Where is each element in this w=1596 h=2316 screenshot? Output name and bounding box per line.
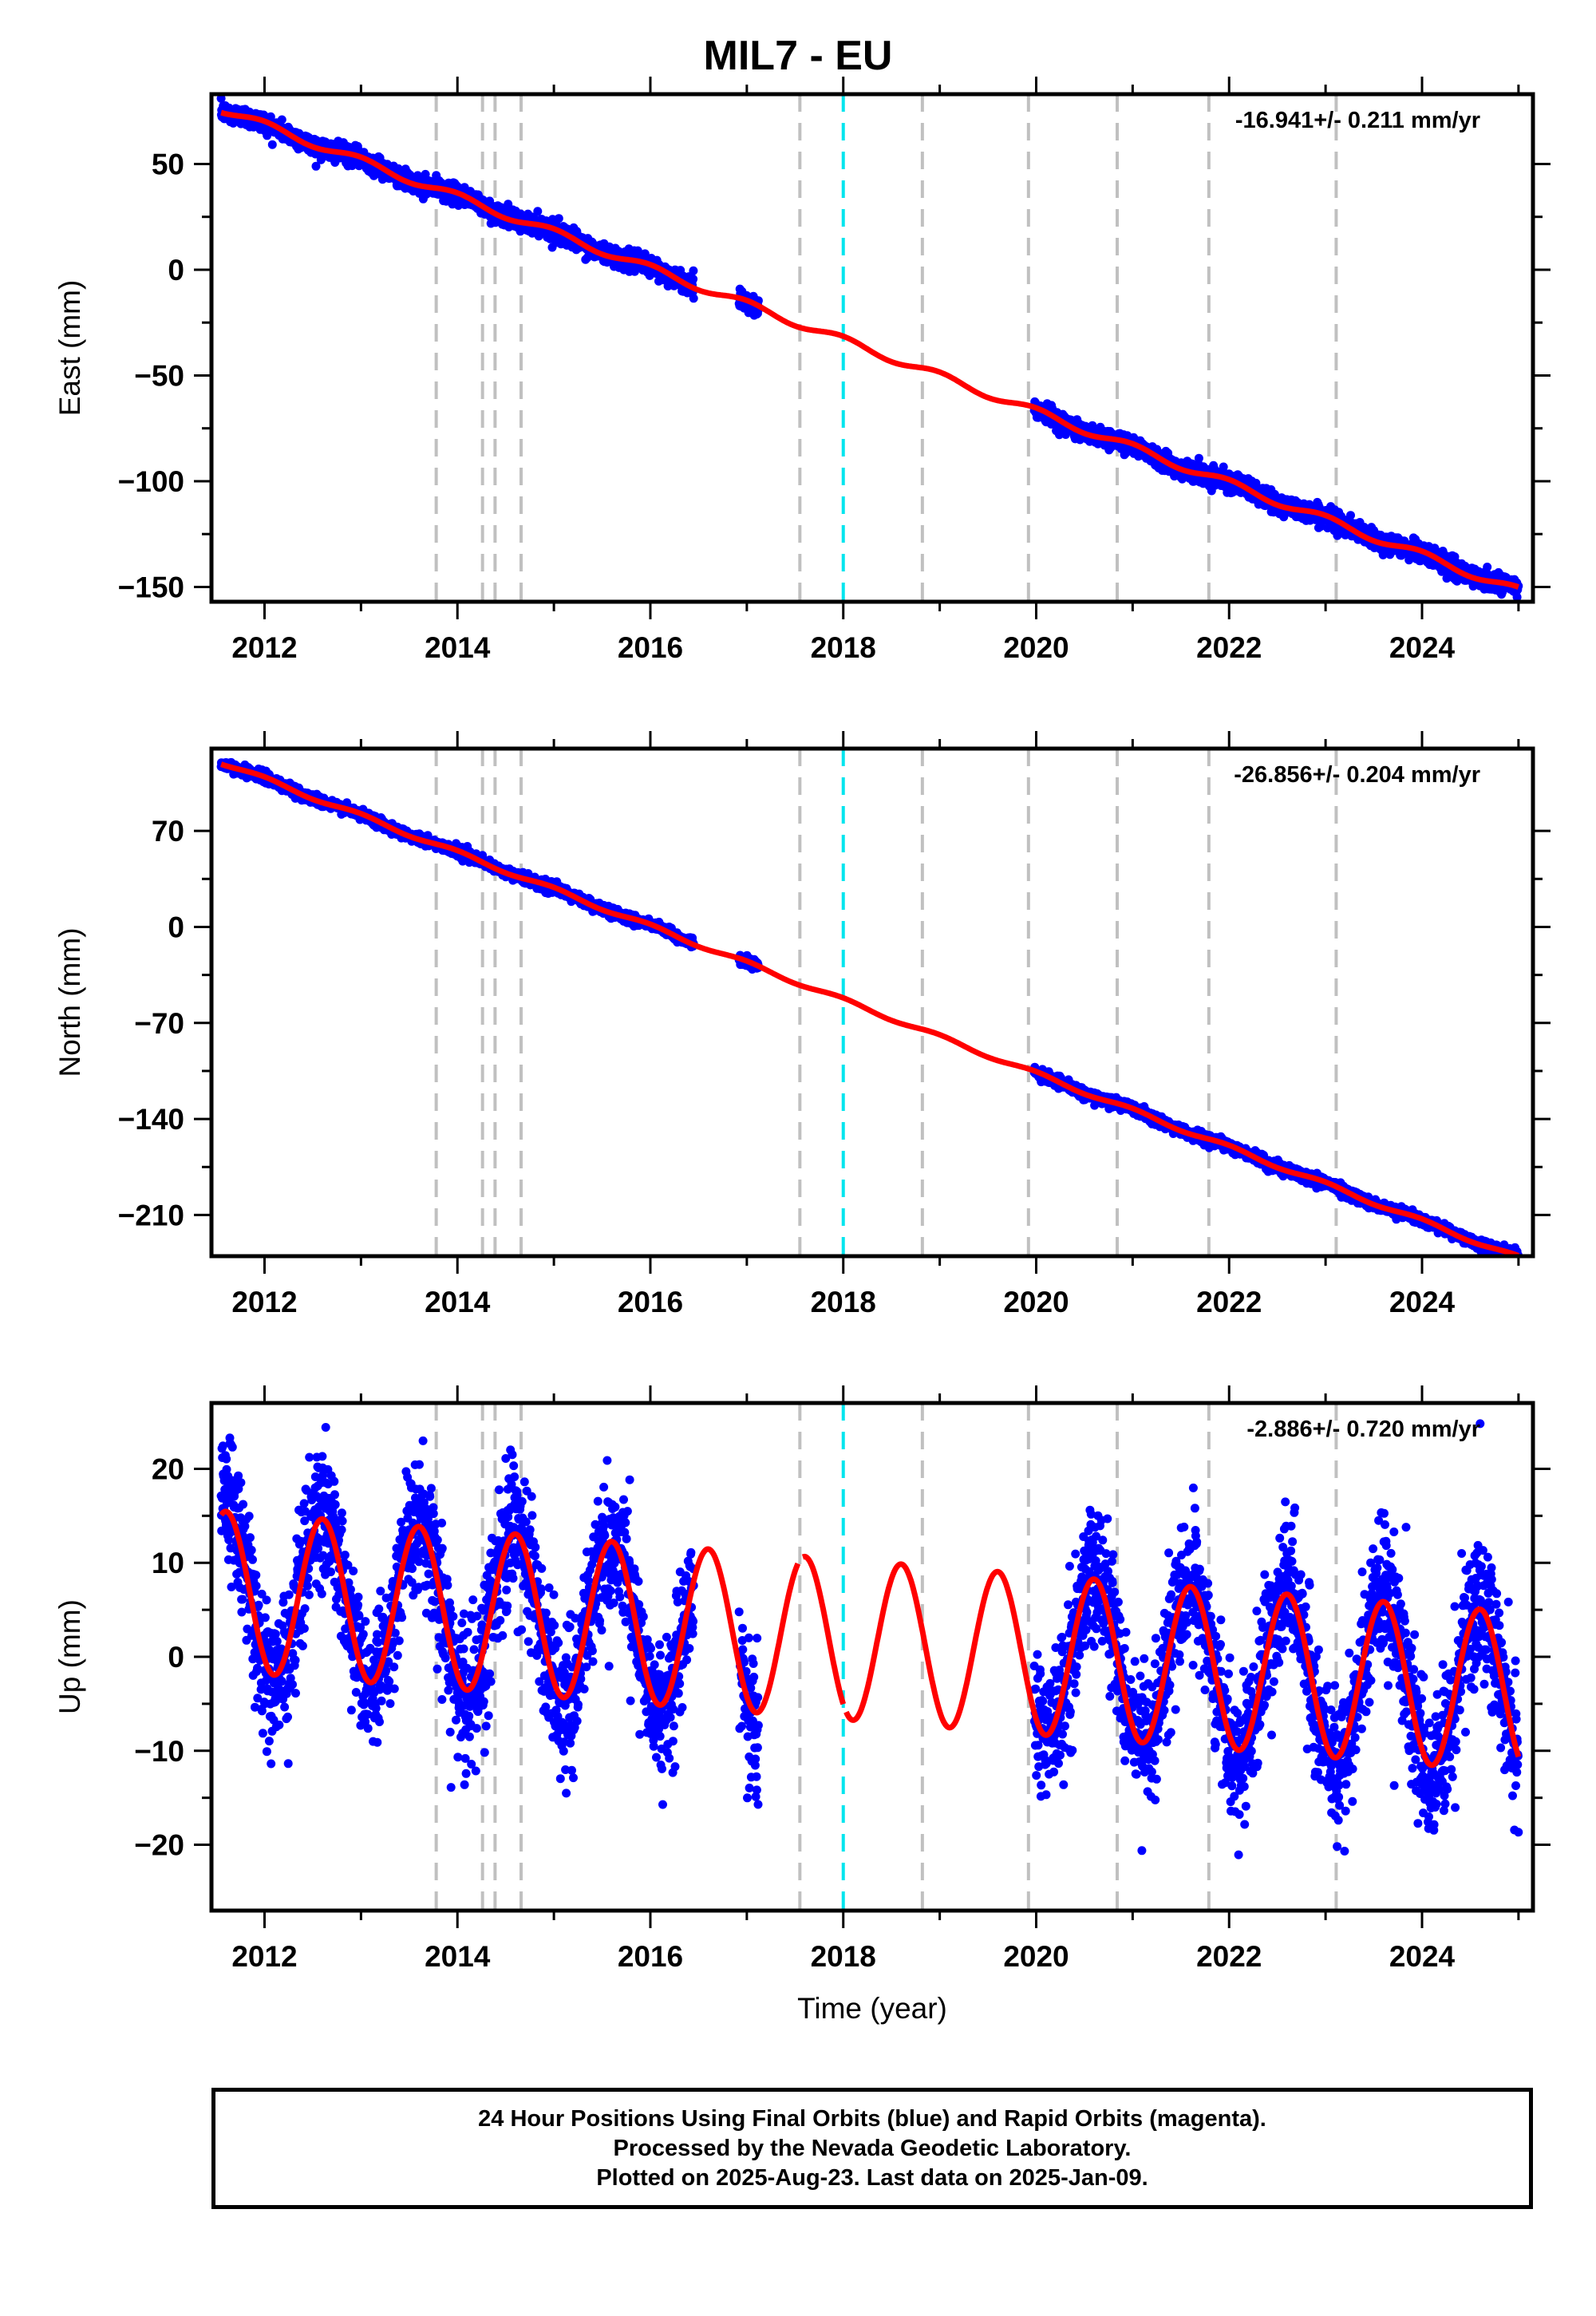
- x-tick-label: 2012: [231, 631, 297, 664]
- data-point: [1194, 453, 1203, 463]
- data-point: [689, 266, 698, 275]
- y-axis-label: East (mm): [53, 280, 86, 417]
- data-point: [267, 140, 277, 149]
- y-tick-label: 0: [168, 254, 184, 287]
- x-tick-label: 2018: [811, 631, 876, 664]
- y-tick-label: −50: [134, 359, 184, 392]
- y-tick-label: −150: [118, 571, 184, 603]
- data-point: [689, 294, 698, 303]
- data-point: [689, 275, 698, 284]
- x-tick-label: 2020: [1003, 631, 1069, 664]
- panel-east: 2012 2014 2016 2018 2020 2022 2024 50 0 −50 −100 −1…: [53, 77, 1551, 664]
- y-tick-label: −100: [118, 465, 184, 498]
- data-point: [533, 207, 543, 216]
- x-tick-label: 2022: [1196, 631, 1262, 664]
- data-point: [1483, 563, 1492, 571]
- model-fit-line: [220, 109, 1520, 590]
- x-tick-label: 2016: [618, 631, 683, 664]
- x-tick-label: 2014: [425, 631, 491, 664]
- panel-north: 2012 2014 2016 2018 2020 2022 2024700−70−140−2…: [53, 731, 1551, 1318]
- chart-title: MIL7 - EU: [703, 33, 893, 79]
- data-point: [277, 115, 286, 124]
- data-point: [311, 161, 321, 171]
- data-point: [554, 214, 563, 223]
- x-tick-label: 2024: [1389, 631, 1456, 664]
- rate-label: -16.941+/- 0.211 mm/yr: [1235, 108, 1480, 133]
- data-point: [216, 94, 226, 103]
- data-point: [263, 131, 272, 140]
- y-tick-label: 50: [152, 148, 184, 180]
- data-point: [1346, 511, 1355, 520]
